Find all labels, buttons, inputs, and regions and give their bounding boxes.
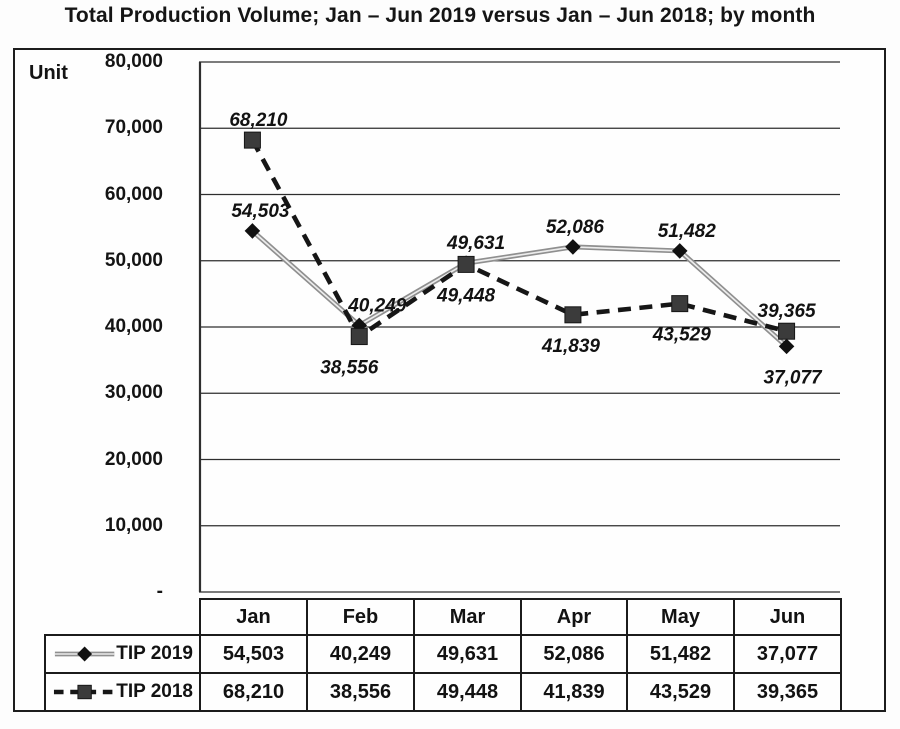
marker-square-tip-2018-apr xyxy=(564,306,582,324)
value-cell-tip-2019-jan: 54,503 xyxy=(199,634,308,674)
legend-marker-square-tip-2018 xyxy=(77,684,92,700)
line-chart-plot-area: 54,503 40,249 49,631 52,086 51,482 37,077 68,2… xyxy=(198,61,840,593)
value-cell-tip-2019-jun: 37,077 xyxy=(733,634,842,674)
data-label-tip-2018-jan: 68,210 xyxy=(229,110,288,131)
y-axis-tick-label: 30,000 xyxy=(104,382,163,404)
data-label-tip-2019-may: 51,482 xyxy=(658,221,717,242)
data-label-tip-2019-jan: 54,503 xyxy=(231,201,290,222)
data-label-tip-2018-feb: 38,556 xyxy=(320,358,379,379)
month-header-cell-apr: Apr xyxy=(520,598,628,636)
data-label-tip-2018-may: 43,529 xyxy=(652,325,712,346)
value-cell-tip-2019-mar: 49,631 xyxy=(413,634,522,674)
y-axis-unit-label: Unit xyxy=(29,62,68,84)
y-axis-tick-label: 80,000 xyxy=(104,51,163,72)
month-header-cell-feb: Feb xyxy=(306,598,415,636)
marker-diamond-tip-2019-may xyxy=(671,243,688,259)
chart-figure-box: Unit 80,000 70,000 60,000 50,000 40,000 30,00… xyxy=(13,48,886,712)
legend-marker-diamond-tip-2019 xyxy=(77,646,93,662)
data-label-tip-2018-mar: 49,448 xyxy=(436,285,496,306)
data-label-tip-2019-apr: 52,086 xyxy=(546,217,605,238)
legend-cell-tip-2018: TIP 2018 xyxy=(44,672,201,712)
legend-line-sample-tip-2018 xyxy=(53,684,116,700)
legend-cell-tip-2019: TIP 2019 xyxy=(44,634,201,674)
data-label-tip-2018-jun: 39,365 xyxy=(758,301,817,322)
series-line-inner-tip-2019 xyxy=(251,230,788,347)
marker-diamond-tip-2019-jan xyxy=(244,223,261,239)
legend-line-sample-tip-2019 xyxy=(54,646,115,662)
value-cell-tip-2019-may: 51,482 xyxy=(626,634,735,674)
y-axis-tick-label: 50,000 xyxy=(104,249,163,271)
data-label-tip-2018-apr: 41,839 xyxy=(541,336,601,357)
chart-title: Total Production Volume; Jan – Jun 2019 … xyxy=(64,4,816,27)
y-axis-tick-label: 60,000 xyxy=(104,183,163,205)
value-cell-tip-2018-mar: 49,448 xyxy=(413,672,522,712)
value-cell-tip-2018-jan: 68,210 xyxy=(199,672,308,712)
legend-label-tip-2018: TIP 2018 xyxy=(116,681,193,702)
data-label-tip-2019-feb: 40,249 xyxy=(347,295,407,316)
value-cell-tip-2018-apr: 41,839 xyxy=(520,672,628,712)
value-cell-tip-2019-apr: 52,086 xyxy=(520,634,628,674)
marker-square-tip-2018-may xyxy=(671,295,689,313)
data-label-tip-2019-jun: 37,077 xyxy=(764,367,824,388)
value-cell-tip-2019-feb: 40,249 xyxy=(306,634,415,674)
legend-label-tip-2019: TIP 2019 xyxy=(116,643,193,664)
month-header-cell-jan: Jan xyxy=(199,598,308,636)
month-header-cell-may: May xyxy=(626,598,735,636)
y-axis-tick-label: - xyxy=(156,581,163,602)
marker-square-tip-2018-mar xyxy=(457,255,475,273)
series-line-tip-2018 xyxy=(250,139,788,340)
month-header-cell-mar: Mar xyxy=(413,598,522,636)
y-axis-tick-label: 40,000 xyxy=(104,316,163,337)
data-label-tip-2019-mar: 49,631 xyxy=(446,233,505,254)
y-axis-tick-label: 70,000 xyxy=(104,117,163,139)
y-axis-tick-label: 20,000 xyxy=(104,448,163,470)
value-cell-tip-2018-feb: 38,556 xyxy=(306,672,415,712)
month-header-cell-jun: Jun xyxy=(733,598,842,636)
marker-square-tip-2018-jan xyxy=(243,131,261,149)
marker-diamond-tip-2019-apr xyxy=(565,239,581,255)
value-cell-tip-2018-jun: 39,365 xyxy=(733,672,842,712)
marker-square-tip-2018-jun xyxy=(778,322,796,340)
value-cell-tip-2018-may: 43,529 xyxy=(626,672,735,712)
marker-square-tip-2018-feb xyxy=(350,328,368,346)
y-axis-tick-label: 10,000 xyxy=(104,514,163,536)
